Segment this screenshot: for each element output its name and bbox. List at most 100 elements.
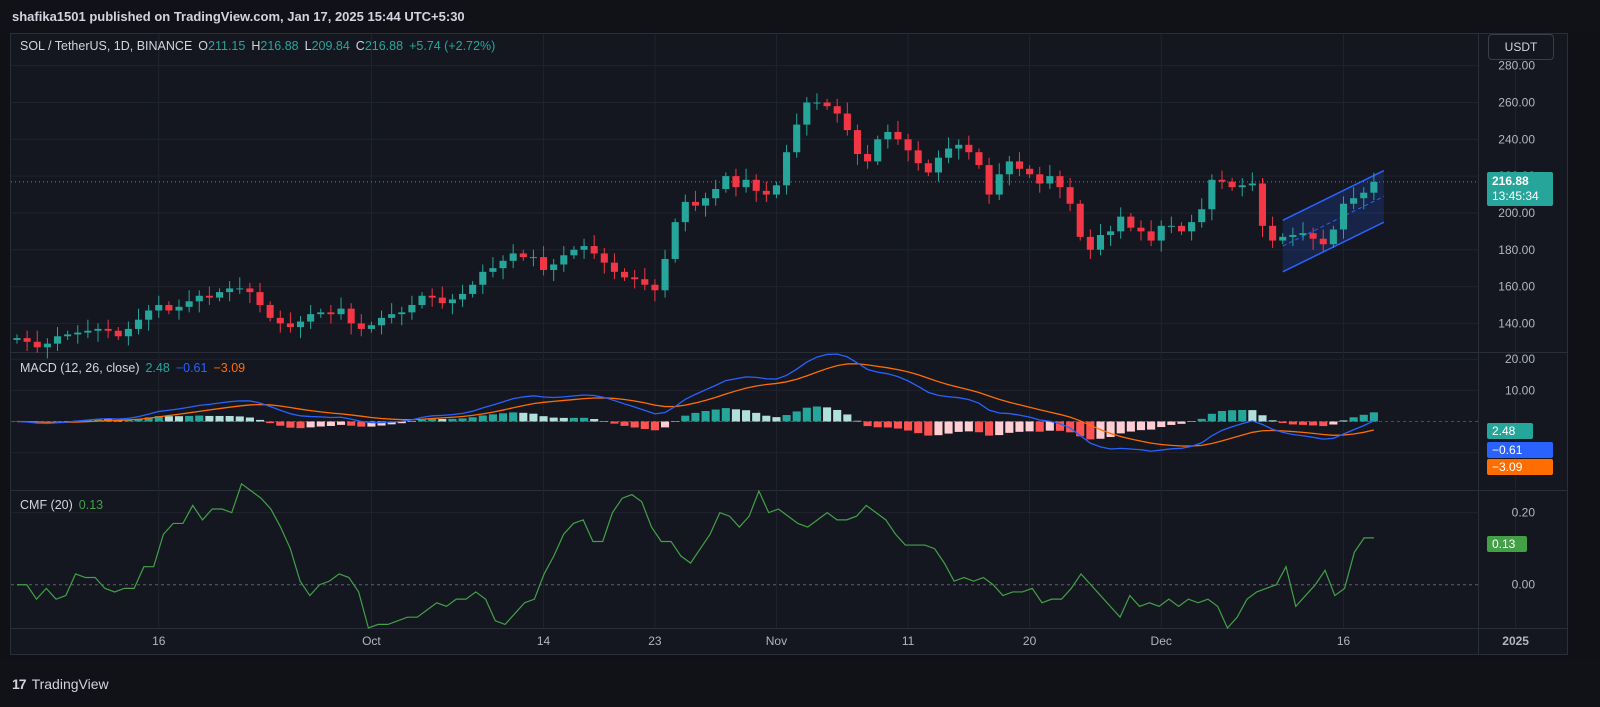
macd-histogram-bar bbox=[772, 417, 781, 422]
close-label: C bbox=[355, 39, 365, 53]
candle-body bbox=[864, 154, 872, 162]
candle-body bbox=[1137, 227, 1145, 232]
macd-histogram-bar bbox=[1167, 421, 1176, 425]
candle-body bbox=[904, 139, 912, 151]
macd-histogram-bar bbox=[1147, 421, 1156, 430]
candle-body bbox=[641, 279, 649, 285]
candle-body bbox=[296, 321, 305, 328]
candle-body bbox=[185, 301, 193, 307]
candle-body bbox=[1086, 236, 1094, 250]
macd-histogram-bar bbox=[1157, 421, 1166, 428]
tradingview-logo-icon[interactable]: 17 bbox=[12, 675, 27, 692]
candle-body bbox=[752, 179, 760, 191]
macd-histogram-bar bbox=[590, 419, 599, 422]
candle-body bbox=[560, 255, 568, 265]
macd-histogram-bar bbox=[245, 417, 254, 422]
candle-body bbox=[1360, 192, 1368, 199]
candle-body bbox=[418, 295, 426, 305]
candle-body bbox=[175, 306, 183, 311]
macd-histogram-bar bbox=[377, 421, 386, 426]
macd-histogram-bar bbox=[762, 415, 771, 422]
candle-body bbox=[1350, 198, 1358, 204]
tradingview-brand[interactable]: TradingView bbox=[31, 675, 109, 692]
macd-histogram-bar bbox=[549, 417, 558, 422]
macd-histogram-bar bbox=[569, 417, 578, 422]
bar-countdown: 13:45:34 bbox=[1492, 189, 1539, 203]
macd-histogram-bar bbox=[559, 417, 568, 422]
candle-body bbox=[134, 319, 143, 329]
channel-upper-line bbox=[1282, 169, 1385, 221]
candle-body bbox=[236, 288, 244, 290]
price-tick-label: 180.00 bbox=[1498, 243, 1535, 257]
candle-body bbox=[499, 260, 507, 269]
macd-histogram-bar bbox=[1309, 421, 1318, 426]
candle-body bbox=[1188, 222, 1196, 232]
candle-body bbox=[661, 258, 669, 291]
currency-button[interactable]: USDT bbox=[1488, 34, 1554, 60]
candle-body bbox=[479, 271, 487, 285]
chart-frame[interactable] bbox=[10, 33, 1568, 655]
macd-indicator-name[interactable]: MACD (12, 26, close) bbox=[20, 361, 140, 375]
candle-body bbox=[823, 102, 831, 107]
macd-histogram-bar bbox=[1369, 412, 1378, 422]
candle-body bbox=[884, 131, 892, 140]
candle-body bbox=[924, 163, 932, 173]
candle-body bbox=[1370, 181, 1378, 193]
price-tick-label: 240.00 bbox=[1498, 132, 1535, 146]
macd-histogram-bar bbox=[974, 421, 984, 433]
candle-body bbox=[1107, 231, 1115, 236]
macd-histogram-bar bbox=[843, 414, 852, 422]
candle-body bbox=[1218, 179, 1226, 182]
macd-histogram-bar bbox=[924, 421, 933, 436]
macd-histogram-bar bbox=[428, 418, 437, 422]
published-text: shafika1501 published on TradingView.com… bbox=[12, 9, 465, 24]
macd-histogram-bar bbox=[731, 409, 740, 422]
macd-histogram-bar bbox=[387, 421, 396, 425]
candle-body bbox=[195, 295, 203, 302]
macd-histogram-bar bbox=[367, 421, 376, 427]
symbol-name[interactable]: SOL / TetherUS, 1D, BINANCE bbox=[20, 39, 193, 53]
macd-histogram-bar bbox=[407, 421, 416, 422]
macd-histogram-bar bbox=[205, 415, 214, 422]
macd-histogram-bar bbox=[1086, 421, 1095, 440]
candle-body bbox=[327, 312, 335, 315]
candle-body bbox=[681, 201, 689, 223]
candle-body bbox=[945, 148, 953, 158]
candle-body bbox=[955, 144, 963, 149]
macd-histogram-bar bbox=[650, 421, 659, 431]
candle-body bbox=[529, 257, 537, 259]
time-tick-label: 14 bbox=[537, 634, 551, 648]
macd-histogram-bar bbox=[1288, 421, 1297, 425]
macd-histogram-bar bbox=[721, 408, 730, 422]
candle-body bbox=[712, 189, 720, 199]
candle-body bbox=[1005, 161, 1013, 175]
macd-histogram-bar bbox=[985, 421, 994, 436]
macd-histogram-bar bbox=[853, 420, 862, 422]
macd-histogram-bar bbox=[509, 412, 518, 422]
change-value: +5.74 (+2.72%) bbox=[409, 39, 496, 53]
macd-histogram-bar bbox=[1207, 413, 1216, 422]
macd-histogram-bar bbox=[1197, 418, 1206, 422]
candle-body bbox=[1258, 183, 1267, 226]
macd-histogram-bar bbox=[1258, 415, 1267, 422]
macd-histogram-bar bbox=[185, 415, 194, 422]
macd-histogram-bar bbox=[661, 421, 670, 428]
candle-body bbox=[762, 190, 770, 195]
macd-histogram-bar bbox=[1298, 421, 1308, 425]
macd-signal-tag: −3.09 bbox=[1487, 459, 1553, 475]
candle-body bbox=[1248, 183, 1256, 186]
open-label: O bbox=[198, 39, 209, 53]
macd-histogram-bar bbox=[448, 418, 457, 422]
price-tick-label: 140.00 bbox=[1498, 316, 1535, 330]
macd-histogram-bar bbox=[458, 418, 467, 422]
time-tick-label: Nov bbox=[766, 634, 787, 648]
candle-body bbox=[165, 304, 173, 311]
macd-histogram-bar bbox=[417, 419, 427, 422]
macd-histogram-bar bbox=[792, 411, 801, 422]
price-tick-label: 200.00 bbox=[1498, 206, 1535, 220]
candle-body bbox=[84, 330, 92, 333]
macd-histogram-bar bbox=[235, 416, 244, 422]
cmf-indicator-name[interactable]: CMF (20) bbox=[20, 498, 73, 512]
macd-histogram-bar bbox=[1329, 421, 1338, 425]
